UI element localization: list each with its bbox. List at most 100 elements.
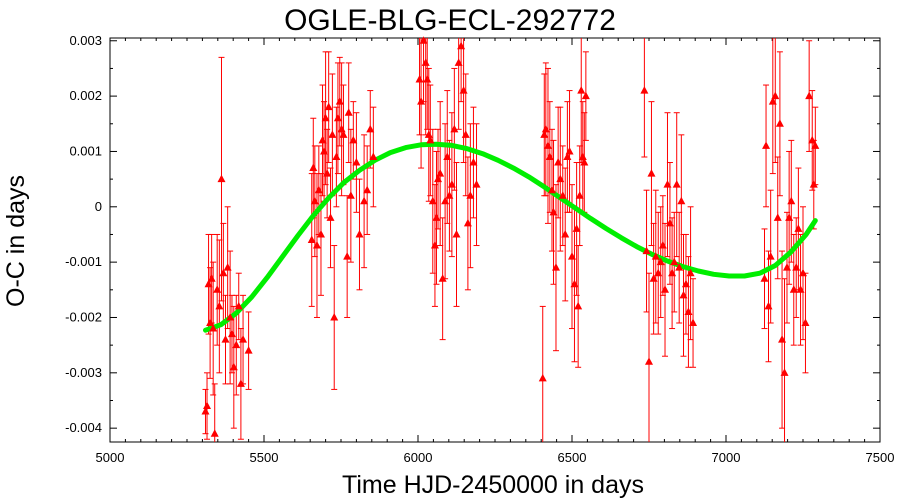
data-point xyxy=(213,285,222,293)
data-point xyxy=(642,246,651,255)
data-point xyxy=(778,335,787,343)
x-tick-label: 6500 xyxy=(558,450,587,465)
data-point xyxy=(445,191,454,199)
data-points xyxy=(201,36,820,437)
data-point xyxy=(316,229,325,238)
data-point xyxy=(324,102,333,111)
data-point xyxy=(672,180,681,188)
data-point xyxy=(677,196,686,205)
data-point xyxy=(459,86,468,94)
data-point xyxy=(217,174,226,183)
data-point xyxy=(430,241,439,249)
data-point xyxy=(310,196,319,205)
data-point xyxy=(578,152,587,160)
data-point xyxy=(545,152,554,160)
data-point xyxy=(203,401,212,410)
data-point xyxy=(363,185,372,194)
data-point xyxy=(333,113,342,122)
data-point xyxy=(461,130,470,138)
data-point xyxy=(663,180,672,188)
data-point xyxy=(441,196,450,205)
data-point xyxy=(330,312,339,321)
data-point xyxy=(421,58,430,66)
data-point xyxy=(326,213,335,221)
data-point xyxy=(466,191,475,199)
data-point xyxy=(640,86,649,94)
y-tick-label: -0.001 xyxy=(65,254,102,269)
data-point xyxy=(766,252,775,260)
data-point xyxy=(457,41,466,50)
data-point xyxy=(541,124,550,133)
data-point xyxy=(346,191,355,199)
data-point xyxy=(668,268,677,277)
data-point xyxy=(369,152,378,160)
data-point xyxy=(565,146,574,155)
data-point xyxy=(244,346,253,354)
data-point xyxy=(232,340,241,349)
data-point xyxy=(558,191,567,199)
x-axis: 5000 5500 6000 6500 7000 7500 xyxy=(96,38,895,465)
data-point xyxy=(787,196,796,205)
data-point xyxy=(538,373,547,382)
data-point xyxy=(447,180,456,188)
data-point xyxy=(434,174,443,183)
data-point xyxy=(320,146,329,155)
data-point xyxy=(789,285,798,293)
data-point xyxy=(438,274,447,282)
data-point xyxy=(436,169,445,177)
data-point xyxy=(366,124,375,133)
data-point xyxy=(681,279,690,288)
data-point xyxy=(454,58,463,66)
data-point xyxy=(811,141,820,149)
data-point xyxy=(805,91,814,100)
data-point xyxy=(794,224,803,232)
data-point xyxy=(799,268,807,277)
data-point xyxy=(654,268,663,277)
data-point xyxy=(764,301,773,310)
data-point xyxy=(423,75,432,83)
data-point xyxy=(210,429,219,437)
data-point xyxy=(239,335,248,343)
data-point xyxy=(563,152,572,160)
data-point xyxy=(332,152,341,160)
data-point xyxy=(762,141,771,149)
data-point xyxy=(463,218,472,227)
data-point xyxy=(809,180,818,188)
data-point xyxy=(223,263,232,271)
data-point xyxy=(580,158,589,166)
data-point xyxy=(352,158,361,166)
data-point xyxy=(343,252,352,260)
x-tick-label: 5500 xyxy=(250,450,279,465)
data-point xyxy=(554,158,563,166)
data-point xyxy=(323,169,332,177)
data-point xyxy=(796,285,805,293)
data-point xyxy=(675,263,684,271)
data-point xyxy=(337,124,346,133)
data-point xyxy=(645,357,653,365)
data-point xyxy=(221,335,230,343)
data-point xyxy=(424,130,433,138)
y-tick-label: -0.004 xyxy=(65,420,102,435)
data-point xyxy=(670,257,679,266)
x-tick-label: 7500 xyxy=(866,450,895,465)
data-point xyxy=(452,229,461,238)
data-point xyxy=(227,329,236,338)
data-point xyxy=(768,97,777,105)
data-point xyxy=(415,75,424,83)
data-point xyxy=(426,135,435,144)
data-point xyxy=(577,86,586,94)
data-point xyxy=(775,119,784,127)
data-point xyxy=(318,135,327,144)
data-point xyxy=(201,407,210,415)
data-point xyxy=(206,318,215,327)
data-point xyxy=(651,252,660,260)
data-point xyxy=(656,257,665,266)
data-point xyxy=(314,185,323,194)
data-point xyxy=(686,268,695,277)
data-point xyxy=(760,274,769,282)
data-point xyxy=(540,130,549,138)
data-point xyxy=(349,135,358,144)
data-point xyxy=(543,141,552,149)
data-point xyxy=(568,252,576,260)
